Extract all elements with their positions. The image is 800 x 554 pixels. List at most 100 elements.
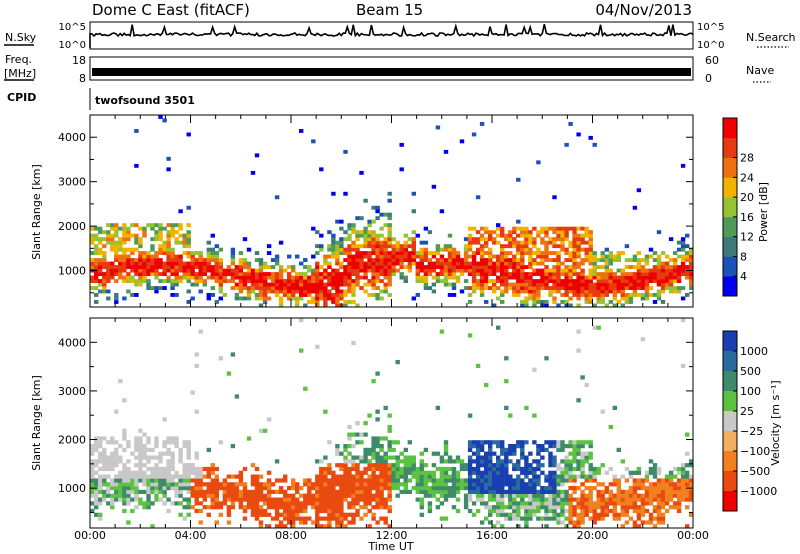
heatmap-cell bbox=[262, 497, 268, 502]
heatmap-cell bbox=[319, 286, 324, 290]
heatmap-cell bbox=[484, 230, 489, 235]
heatmap-cell bbox=[98, 440, 103, 445]
heatmap-cell bbox=[580, 489, 585, 494]
heatmap-cell bbox=[351, 223, 356, 228]
heatmap-cell bbox=[138, 282, 143, 287]
heatmap-cell bbox=[327, 486, 332, 491]
colorbar-tick-label: 100 bbox=[740, 385, 761, 398]
heatmap-cell bbox=[315, 244, 320, 249]
heatmap-cell bbox=[383, 251, 388, 255]
heatmap-cell bbox=[544, 251, 549, 255]
heatmap-cell bbox=[335, 505, 340, 510]
heatmap-cell bbox=[371, 205, 376, 210]
heatmap-cell bbox=[508, 451, 513, 456]
heatmap-cell bbox=[110, 493, 115, 498]
heatmap-cell bbox=[363, 493, 368, 498]
heatmap-cell bbox=[186, 272, 191, 276]
heatmap-cell bbox=[98, 444, 103, 449]
heatmap-cell bbox=[347, 501, 352, 506]
heatmap-cell bbox=[572, 486, 577, 491]
heatmap-cell bbox=[427, 486, 433, 491]
heatmap-cell bbox=[178, 489, 183, 494]
heatmap-cell bbox=[238, 261, 244, 266]
heatmap-cell bbox=[375, 451, 380, 456]
heatmap-cell bbox=[455, 258, 461, 262]
heatmap-cell bbox=[102, 258, 107, 262]
heatmap-cell bbox=[540, 463, 545, 468]
heatmap-cell bbox=[668, 282, 674, 287]
heatmap-cell bbox=[198, 289, 203, 294]
heatmap-cell bbox=[512, 478, 517, 483]
heatmap-cell bbox=[423, 279, 429, 283]
heatmap-cell bbox=[190, 390, 195, 395]
heatmap-cell bbox=[492, 268, 497, 273]
heatmap-cell bbox=[254, 489, 260, 494]
heatmap-cell bbox=[624, 258, 630, 262]
heatmap-cell bbox=[568, 478, 573, 483]
heatmap-cell bbox=[612, 279, 617, 283]
heatmap-cell bbox=[351, 230, 356, 235]
heatmap-cell bbox=[379, 254, 384, 259]
heatmap-cell bbox=[439, 489, 445, 494]
heatmap-cell bbox=[98, 478, 103, 483]
heatmap-cell bbox=[568, 497, 573, 502]
heatmap-cell bbox=[423, 482, 429, 487]
heatmap-cell bbox=[379, 289, 384, 294]
heatmap-cell bbox=[363, 497, 368, 502]
heatmap-cell bbox=[335, 300, 340, 304]
heatmap-cell bbox=[451, 265, 457, 269]
heatmap-cell bbox=[106, 233, 111, 238]
heatmap-cell bbox=[479, 258, 485, 262]
heatmap-cell bbox=[455, 489, 461, 494]
heatmap-cell bbox=[524, 470, 529, 475]
heatmap-cell bbox=[291, 501, 296, 506]
heatmap-cell bbox=[471, 261, 477, 266]
heatmap-cell bbox=[375, 478, 380, 483]
heatmap-cell bbox=[295, 512, 300, 517]
heatmap-cell bbox=[588, 282, 593, 287]
heatmap-cell bbox=[299, 289, 304, 294]
heatmap-cell bbox=[512, 489, 517, 494]
heatmap-cell bbox=[664, 286, 670, 290]
heatmap-cell bbox=[492, 261, 497, 266]
heatmap-cell bbox=[540, 486, 545, 491]
heatmap-cell bbox=[616, 486, 621, 491]
heatmap-cell bbox=[114, 233, 119, 238]
heatmap-cell bbox=[528, 482, 533, 487]
heatmap-cell bbox=[475, 195, 481, 200]
freq-strip-frame bbox=[89, 56, 694, 81]
heatmap-cell bbox=[500, 451, 505, 456]
heatmap-cell bbox=[291, 279, 296, 283]
heatmap-cell bbox=[584, 459, 589, 464]
heatmap-cell bbox=[339, 489, 344, 494]
heatmap-cell bbox=[262, 482, 268, 487]
heatmap-cell bbox=[620, 474, 625, 479]
heatmap-cell bbox=[528, 505, 533, 510]
heatmap-cell bbox=[459, 272, 465, 276]
heatmap-cell bbox=[668, 470, 674, 475]
heatmap-cell bbox=[556, 447, 561, 452]
heatmap-cell bbox=[118, 258, 123, 262]
heatmap-cell bbox=[588, 230, 593, 235]
heatmap-cell bbox=[403, 466, 408, 472]
heatmap-cell bbox=[303, 279, 308, 283]
heatmap-cell bbox=[572, 505, 577, 510]
heatmap-cell bbox=[488, 478, 493, 483]
heatmap-cell bbox=[604, 508, 609, 514]
colorbar-swatch bbox=[723, 276, 737, 297]
heatmap-cell bbox=[556, 489, 561, 494]
heatmap-cell bbox=[528, 493, 533, 498]
heatmap-cell bbox=[616, 254, 621, 259]
heatmap-cell bbox=[359, 216, 364, 221]
heatmap-cell bbox=[138, 478, 143, 483]
heatmap-cell bbox=[552, 195, 557, 200]
heatmap-cell bbox=[479, 289, 485, 294]
heatmap-cell bbox=[351, 478, 356, 483]
heatmap-cell bbox=[644, 508, 650, 514]
heatmap-cell bbox=[158, 459, 163, 464]
heatmap-cell bbox=[335, 258, 340, 262]
heatmap-cell bbox=[668, 482, 674, 487]
heatmap-cell bbox=[339, 289, 344, 294]
heatmap-cell bbox=[166, 497, 171, 502]
heatmap-cell bbox=[126, 279, 131, 283]
